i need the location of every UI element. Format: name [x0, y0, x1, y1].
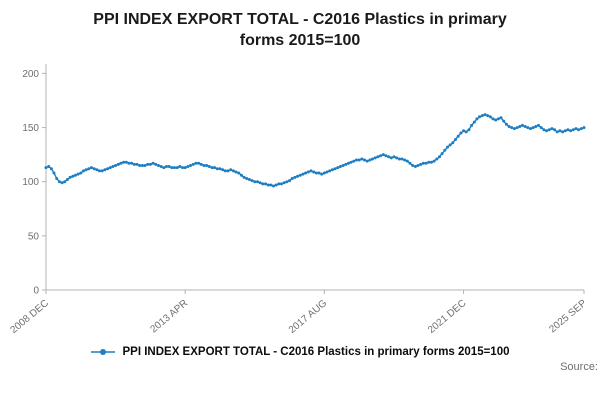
svg-text:2017 AUG: 2017 AUG	[287, 297, 330, 335]
chart-title: PPI INDEX EXPORT TOTAL - C2016 Plastics …	[93, 11, 507, 49]
source-label: Source:	[560, 360, 598, 373]
series-line	[45, 113, 585, 187]
svg-text:2013 APR: 2013 APR	[149, 297, 191, 334]
svg-text:50: 50	[28, 231, 40, 242]
svg-text:200: 200	[22, 69, 39, 80]
data-point-markers	[44, 112, 586, 188]
legend-label: PPI INDEX EXPORT TOTAL - C2016 Plastics …	[122, 345, 510, 358]
legend-line-marker-icon	[91, 348, 116, 355]
legend: PPI INDEX EXPORT TOTAL - C2016 Plastics …	[0, 346, 600, 358]
axes	[45, 63, 584, 291]
svg-text:2025 SEP: 2025 SEP	[547, 297, 589, 335]
line-chart-plot: 0 50 100 150 200 2008 DEC 2013 APR 2017 AUG 2021…	[9, 63, 589, 336]
svg-text:2021 DEC: 2021 DEC	[426, 297, 468, 335]
svg-text:2008 DEC: 2008 DEC	[9, 297, 51, 335]
svg-text:0: 0	[33, 285, 39, 296]
svg-text:150: 150	[22, 123, 39, 134]
y-axis-ticks: 0 50 100 150 200	[22, 69, 46, 296]
x-axis-ticks: 2008 DEC 2013 APR 2017 AUG 2021 DEC 2025 SEP	[9, 289, 589, 336]
svg-text:100: 100	[22, 177, 39, 188]
